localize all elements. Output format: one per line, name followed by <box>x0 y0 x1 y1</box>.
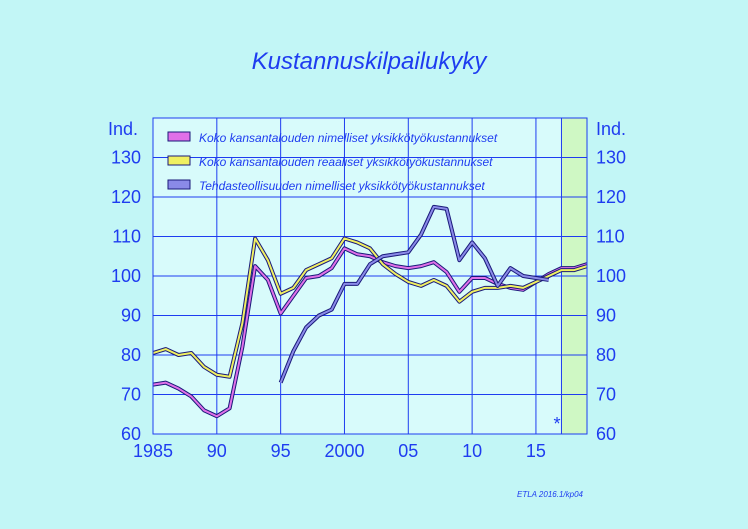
legend-swatch-2 <box>167 155 191 166</box>
y-tick-label-left: 90 <box>121 306 141 326</box>
plot-frame <box>152 117 588 435</box>
x-tick-label: 95 <box>271 441 291 461</box>
series-line-2 <box>152 237 588 378</box>
y-tick-label-right: 100 <box>596 266 626 286</box>
credit-text: ETLA 2016.1/kp04 <box>517 490 584 499</box>
y-tick-label-right: 80 <box>596 345 616 365</box>
x-tick-label: 1985 <box>133 441 173 461</box>
x-tick-label: 90 <box>207 441 227 461</box>
legend-swatch-3 <box>167 179 191 190</box>
y-tick-label-right: 90 <box>596 306 616 326</box>
y-tick-label-left: 120 <box>111 187 141 207</box>
y-tick-label-left: 130 <box>111 148 141 168</box>
y-tick-label-right: 130 <box>596 148 626 168</box>
y-tick-label-left: 110 <box>112 227 141 247</box>
x-tick-label: 2000 <box>324 441 364 461</box>
x-tick-label: 15 <box>526 441 546 461</box>
legend: Koko kansantalouden nimelliset yksikköty… <box>167 131 498 193</box>
series-line-3 <box>279 205 549 384</box>
y-tick-label-right: 110 <box>596 227 625 247</box>
y-tick-label-left: 60 <box>121 424 141 444</box>
x-tick-label: 10 <box>462 441 482 461</box>
forecast-marker: * <box>553 414 560 434</box>
y-tick-label-left: 70 <box>121 385 141 405</box>
y-tick-label-right: 60 <box>596 424 616 444</box>
x-tick-label: 05 <box>398 441 418 461</box>
y-tick-label-left: 100 <box>111 266 141 286</box>
tick-labels: 60 60 70 70 80 80 90 90 100 100 110 110 120 120 130 130… <box>111 148 626 462</box>
legend-label-3: Tehdasteollisuuden nimelliset yksikkötyö… <box>199 179 485 193</box>
y-axis-label-right: Ind. <box>596 119 626 139</box>
chart-title: Kustannuskilpailukyky <box>252 48 489 75</box>
y-tick-label-right: 70 <box>596 385 616 405</box>
legend-swatch-1 <box>167 131 191 142</box>
y-axis-label-left: Ind. <box>108 119 138 139</box>
y-tick-label-left: 80 <box>121 345 141 365</box>
series-layer <box>152 204 588 419</box>
legend-label-1: Koko kansantalouden nimelliset yksikköty… <box>199 131 498 145</box>
legend-label-2: Koko kansantalouden reaaliset yksikkötyö… <box>199 155 493 169</box>
y-tick-label-right: 120 <box>596 187 626 207</box>
